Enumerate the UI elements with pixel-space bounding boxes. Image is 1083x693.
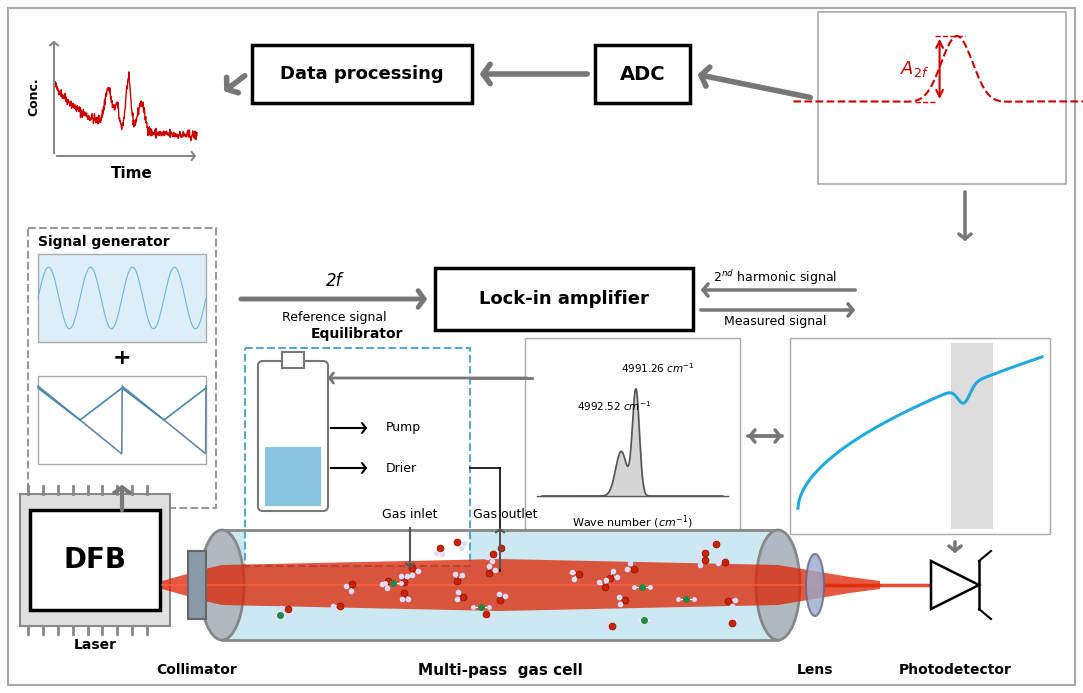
FancyBboxPatch shape — [222, 530, 778, 640]
Text: Wave number ($cm^{-1}$): Wave number ($cm^{-1}$) — [572, 514, 693, 531]
Text: Conc.: Conc. — [27, 78, 40, 116]
Text: 4992.52 $cm^{-1}$: 4992.52 $cm^{-1}$ — [577, 399, 652, 413]
Polygon shape — [162, 559, 880, 611]
Text: Measured signal: Measured signal — [725, 315, 826, 328]
FancyBboxPatch shape — [28, 228, 216, 508]
Text: 2f: 2f — [326, 272, 342, 290]
Text: Multi-pass  gas cell: Multi-pass gas cell — [418, 663, 583, 678]
Text: Signal generator: Signal generator — [38, 235, 170, 249]
Text: $2^{nd}$ harmonic signal: $2^{nd}$ harmonic signal — [714, 269, 837, 288]
Text: 4991.26 $cm^{-1}$: 4991.26 $cm^{-1}$ — [621, 361, 694, 375]
FancyBboxPatch shape — [525, 338, 740, 534]
FancyBboxPatch shape — [951, 343, 993, 529]
FancyBboxPatch shape — [265, 447, 321, 506]
FancyBboxPatch shape — [8, 8, 1075, 685]
FancyBboxPatch shape — [258, 361, 328, 511]
FancyBboxPatch shape — [282, 352, 304, 368]
Ellipse shape — [806, 554, 824, 616]
Text: Collimator: Collimator — [157, 663, 237, 677]
Ellipse shape — [756, 530, 800, 640]
Ellipse shape — [200, 530, 244, 640]
Text: Gas outlet: Gas outlet — [473, 507, 537, 520]
Text: Data processing: Data processing — [280, 65, 444, 83]
Text: DFB: DFB — [64, 546, 127, 574]
FancyBboxPatch shape — [245, 348, 470, 566]
Text: Lens: Lens — [797, 663, 833, 677]
FancyBboxPatch shape — [595, 45, 690, 103]
FancyBboxPatch shape — [19, 494, 170, 626]
Text: Laser: Laser — [74, 638, 117, 652]
FancyBboxPatch shape — [38, 254, 206, 342]
Text: Reference signal: Reference signal — [282, 310, 387, 324]
Text: Gas inlet: Gas inlet — [382, 507, 438, 520]
FancyBboxPatch shape — [30, 510, 160, 610]
FancyBboxPatch shape — [38, 376, 206, 464]
FancyBboxPatch shape — [818, 12, 1066, 184]
Text: Pump: Pump — [386, 421, 421, 435]
FancyBboxPatch shape — [188, 551, 206, 619]
Text: Photodetector: Photodetector — [899, 663, 1012, 677]
Text: Time: Time — [110, 166, 153, 182]
Text: ADC: ADC — [619, 64, 665, 83]
FancyBboxPatch shape — [790, 338, 1051, 534]
Text: Drier: Drier — [386, 462, 417, 475]
FancyBboxPatch shape — [435, 268, 693, 330]
Text: Equilibrator: Equilibrator — [311, 327, 404, 341]
Text: $A_{2f}$: $A_{2f}$ — [900, 59, 929, 79]
Text: +: + — [113, 348, 131, 368]
Text: Lock-in amplifier: Lock-in amplifier — [479, 290, 649, 308]
FancyBboxPatch shape — [252, 45, 472, 103]
Polygon shape — [931, 561, 979, 609]
